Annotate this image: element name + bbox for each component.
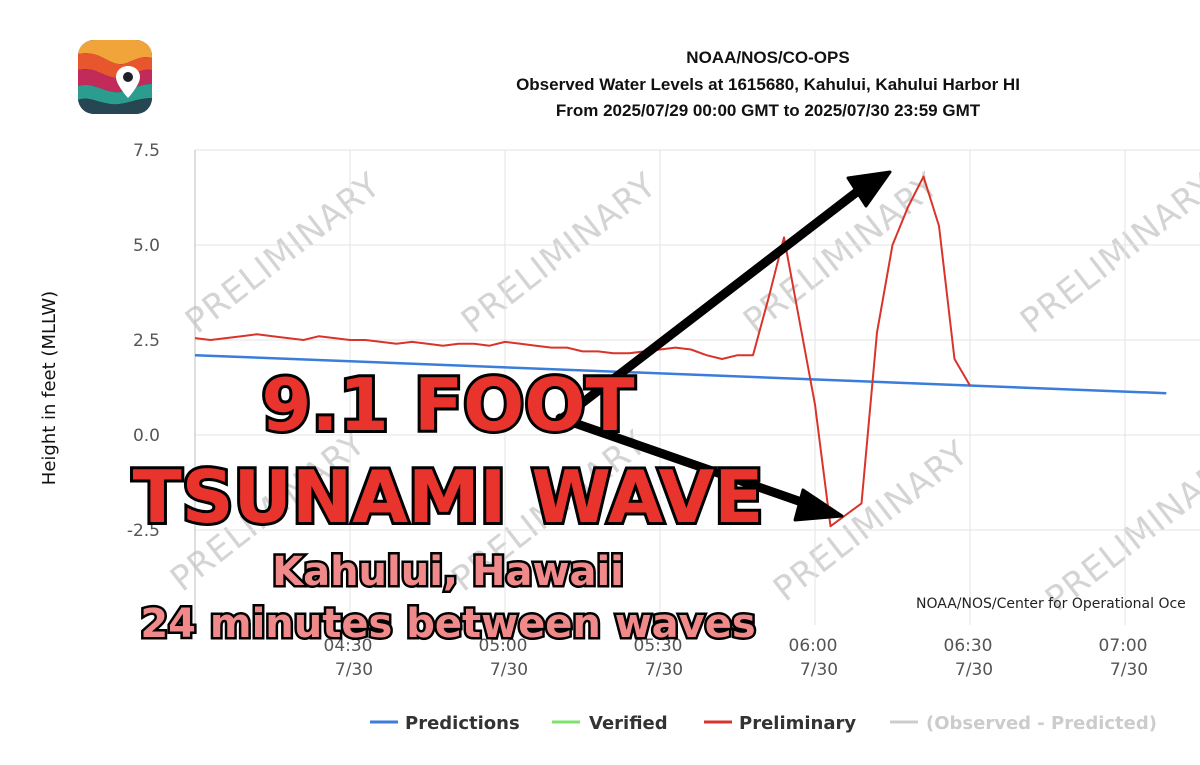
chart-title-line-1: NOAA/NOS/CO-OPS — [686, 48, 849, 67]
watermark-text: PRELIMINARY — [1038, 443, 1200, 620]
x-tick-date: 7/30 — [335, 660, 373, 680]
legend-label: Predictions — [405, 713, 520, 734]
y-tick-label: 2.5 — [133, 331, 160, 351]
arrow-to-trough-icon — [555, 413, 844, 522]
x-tick-time: 04:30 — [324, 636, 373, 656]
arrow-to-peak-icon — [555, 170, 892, 425]
chart-credit: NOAA/NOS/Center for Operational Oce — [916, 596, 1186, 612]
y-axis-label: Height in feet (MLLW) — [39, 291, 60, 485]
subtitle-interval: 24 minutes between waves — [140, 601, 755, 647]
x-tick-date: 7/30 — [1110, 660, 1148, 680]
watermark-text: PRELIMINARY — [454, 165, 664, 342]
x-tick-labels: 04:30 7/30 05:00 7/30 05:30 7/30 06:00 7/30 06:3… — [324, 636, 1149, 680]
weather-map-pin-icon — [78, 40, 152, 114]
chart-title-line-2: Observed Water Levels at 1615680, Kahulu… — [516, 75, 1020, 94]
legend-label: (Observed - Predicted) — [926, 713, 1157, 734]
y-tick-label: 5.0 — [133, 236, 160, 256]
y-tick-label: 7.5 — [133, 141, 160, 161]
subtitle-location: Kahului, Hawaii — [272, 549, 624, 595]
x-tick-date: 7/30 — [645, 660, 683, 680]
x-tick-time: 06:00 — [789, 636, 838, 656]
y-tick-label: 0.0 — [133, 426, 160, 446]
y-tick-labels: 7.5 5.0 2.5 0.0 -2.5 — [127, 141, 160, 541]
x-tick-time: 06:30 — [944, 636, 993, 656]
watermark-text: PRELIMINARY — [178, 165, 388, 342]
series-line-preliminary — [194, 175, 971, 528]
series-layer — [194, 175, 1167, 528]
headline-tsunami: TSUNAMI WAVE — [133, 455, 764, 539]
watermark-text: PRELIMINARY — [766, 433, 976, 610]
chart-title-line-3: From 2025/07/29 00:00 GMT to 2025/07/30 … — [556, 101, 981, 120]
legend: Predictions Verified Preliminary (Observed … — [370, 713, 1157, 734]
x-tick-date: 7/30 — [955, 660, 993, 680]
watermark-text: PRELIMINARY — [1013, 165, 1200, 342]
x-tick-date: 7/30 — [800, 660, 838, 680]
x-tick-date: 7/30 — [490, 660, 528, 680]
legend-label: Verified — [589, 713, 668, 734]
y-tick-label: -2.5 — [127, 521, 160, 541]
legend-label: Preliminary — [739, 713, 856, 734]
headline-height: 9.1 FOOT — [261, 363, 634, 447]
x-tick-time: 05:00 — [479, 636, 528, 656]
x-tick-time: 05:30 — [634, 636, 683, 656]
series-line-predictions — [194, 353, 1167, 395]
x-tick-time: 07:00 — [1099, 636, 1148, 656]
